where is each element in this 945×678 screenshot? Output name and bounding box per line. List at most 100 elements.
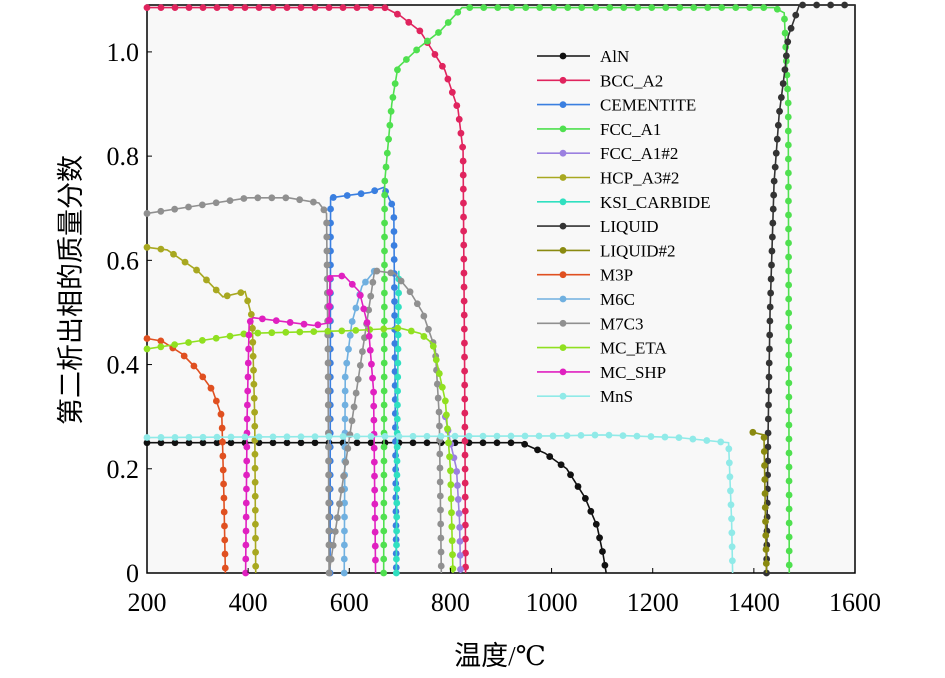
data-point — [143, 335, 151, 342]
data-point — [461, 339, 468, 347]
data-point — [199, 373, 207, 381]
data-point — [268, 194, 276, 202]
data-point — [446, 453, 453, 461]
data-point — [380, 485, 388, 493]
data-point — [245, 345, 252, 353]
data-point — [340, 555, 348, 563]
data-point — [171, 205, 179, 213]
data-point — [726, 473, 734, 481]
data-point — [601, 561, 609, 569]
data-point — [765, 387, 773, 395]
data-point — [391, 354, 399, 361]
data-point — [460, 227, 468, 235]
data-point — [841, 1, 849, 9]
data-point — [341, 415, 349, 423]
data-point — [762, 546, 770, 553]
data-point — [395, 432, 403, 440]
data-point — [323, 233, 331, 241]
legend-marker — [559, 52, 567, 60]
data-point — [727, 501, 735, 509]
data-point — [372, 556, 379, 564]
data-point — [567, 471, 574, 479]
data-point — [221, 536, 229, 544]
data-point — [325, 513, 333, 521]
data-point — [770, 177, 778, 185]
data-point — [493, 439, 501, 447]
data-point — [296, 196, 304, 204]
data-point — [508, 4, 516, 12]
data-point — [385, 135, 392, 143]
data-point — [425, 325, 432, 333]
legend-marker — [559, 149, 567, 157]
data-point — [314, 321, 322, 329]
data-point — [325, 527, 333, 535]
data-point — [353, 433, 361, 440]
data-point — [465, 432, 473, 440]
data-point — [371, 528, 379, 536]
legend-item: BCC_A2 — [537, 71, 663, 90]
data-point — [269, 4, 277, 12]
data-point — [764, 429, 772, 437]
data-point — [227, 439, 235, 447]
data-point — [157, 207, 165, 215]
data-point — [157, 434, 165, 441]
data-point — [388, 200, 396, 208]
data-point — [250, 394, 258, 402]
data-point — [785, 309, 793, 317]
data-point — [449, 565, 457, 573]
series-m3p — [143, 335, 229, 574]
data-point — [785, 253, 792, 261]
data-point — [456, 551, 464, 559]
x-tick-label: 600 — [330, 588, 369, 617]
data-point — [423, 432, 431, 440]
data-point — [661, 433, 669, 441]
data-point — [220, 494, 228, 502]
data-point — [761, 504, 769, 511]
data-point — [324, 359, 332, 367]
data-point — [340, 472, 348, 480]
data-point — [409, 432, 417, 440]
data-point — [461, 521, 469, 529]
data-point — [366, 326, 374, 334]
data-point — [550, 4, 558, 12]
data-point — [393, 471, 401, 479]
data-point — [454, 8, 462, 16]
data-point — [762, 560, 770, 567]
series-mc-eta — [143, 324, 457, 574]
data-point — [213, 439, 221, 447]
x-tick-label: 400 — [229, 588, 268, 617]
data-point — [785, 421, 793, 429]
y-axis-label: 第二析出相的质量分数 — [56, 155, 86, 425]
y-tick-label: 0.8 — [107, 142, 140, 171]
data-point — [324, 373, 332, 381]
legend-label: FCC_A1#2 — [600, 144, 678, 163]
data-point — [507, 439, 515, 447]
data-point — [185, 433, 193, 441]
data-point — [268, 329, 276, 337]
series-m7c3 — [143, 194, 445, 577]
data-point — [769, 219, 777, 227]
data-point — [781, 66, 789, 74]
data-point — [413, 46, 420, 54]
data-point — [456, 523, 464, 531]
data-point — [387, 269, 395, 277]
data-point — [770, 191, 778, 199]
data-point — [381, 432, 389, 440]
data-point — [297, 433, 305, 441]
data-point — [185, 4, 193, 12]
data-point — [765, 359, 773, 367]
data-point — [438, 383, 446, 391]
data-point — [243, 471, 250, 479]
data-point — [448, 537, 456, 545]
data-point — [451, 432, 459, 440]
data-point — [466, 4, 474, 12]
data-point — [521, 440, 529, 448]
data-point — [397, 277, 405, 285]
data-point — [437, 432, 445, 440]
data-point — [380, 289, 388, 297]
data-point — [453, 102, 461, 109]
data-point — [784, 127, 792, 135]
data-point — [785, 547, 793, 555]
data-point — [352, 389, 360, 397]
data-point — [386, 121, 394, 129]
